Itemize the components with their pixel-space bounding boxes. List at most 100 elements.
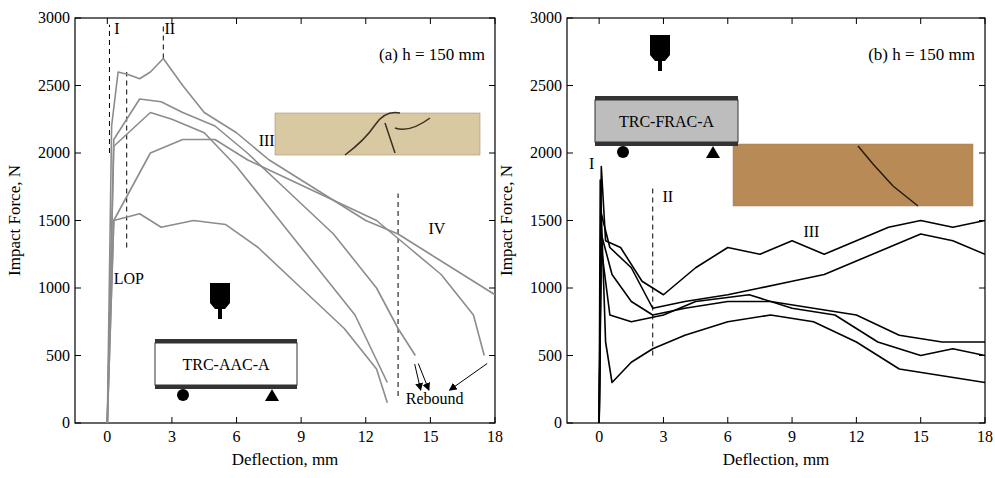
y-tick [567,220,573,221]
x-axis-title: Deflection, mm [723,450,830,469]
plot-frame [567,18,985,423]
y-tick-right [979,423,985,424]
plot-data [599,167,985,424]
x-tick [171,417,172,423]
y-tick-label: 2500 [38,77,70,94]
y-tick-label: 1000 [530,279,562,296]
force-curve [107,99,415,423]
x-tick-label: 9 [788,428,796,445]
x-tick [727,417,728,423]
y-tick [75,423,81,424]
y-tick [75,18,81,19]
force-curve [599,180,985,423]
x-tick [985,417,986,423]
y-tick-label: 2000 [38,144,70,161]
x-tick [430,417,431,423]
y-tick [567,288,573,289]
force-curve [599,167,985,424]
figure: 0 3 6 9 12 15 18 0 500 1000 1500 2000 2500 3000 Deflec… [0,0,995,478]
y-tick-right [489,220,495,221]
x-tick-label: 0 [103,428,111,445]
y-tick-right [489,85,495,86]
x-tick-top [430,18,431,24]
support-roller [706,146,720,158]
beam-bottom [155,385,297,389]
x-tick-top [365,18,366,24]
y-tick-label: 3000 [38,9,70,26]
force-curve [599,234,985,423]
plot-data [107,25,495,423]
y-tick-label: 500 [538,347,562,364]
x-tick-label: 12 [848,428,864,445]
annotation: IV [428,220,445,237]
x-tick-top [985,18,986,24]
specimen-label: TRC-AAC-A [182,356,270,373]
y-tick-right [979,85,985,86]
x-tick [236,417,237,423]
y-tick [567,85,573,86]
x-tick-top [107,18,108,24]
y-tick [567,153,573,154]
y-tick [567,423,573,424]
y-tick [75,153,81,154]
x-tick-top [792,18,793,24]
beam-top [155,339,297,343]
y-tick-label: 1000 [38,279,70,296]
rebound-arrow [450,364,488,391]
beam [595,100,738,142]
beam [155,343,297,385]
impactor [650,35,670,71]
x-axis-title: Deflection, mm [232,450,339,469]
y-tick-right [489,355,495,356]
y-tick-label: 3000 [530,9,562,26]
y-tick-right [489,423,495,424]
reference-line [126,72,127,248]
x-tick-label: 0 [595,428,603,445]
y-tick-right [489,18,495,19]
x-tick-top [301,18,302,24]
x-tick [920,417,921,423]
y-tick-label: 2500 [530,77,562,94]
annotation: III [259,132,275,149]
reference-line [652,187,653,356]
annotation: I [114,20,119,37]
y-tick-label: 0 [554,414,562,431]
x-tick-label: 6 [724,428,732,445]
support-pin [617,146,629,158]
y-tick-label: 1500 [530,212,562,229]
panel-title: (a) h = 150 mm [379,45,485,64]
annotation: III [803,223,819,240]
reference-line [109,25,110,153]
annotation: I [589,155,594,172]
x-tick-label: 9 [297,428,305,445]
panel-title: (b) h = 150 mm [868,45,975,64]
x-tick [663,417,664,423]
x-tick-top [856,18,857,24]
x-tick [495,417,496,423]
x-tick [365,417,366,423]
x-tick-top [663,18,664,24]
specimen-photo [275,113,480,155]
x-tick [301,417,302,423]
x-tick [856,417,857,423]
x-tick-top [920,18,921,24]
x-tick-label: 18 [487,428,503,445]
x-tick [792,417,793,423]
x-tick-label: 12 [358,428,374,445]
support-pin [177,389,189,401]
support-roller [265,389,279,401]
x-tick-top [727,18,728,24]
annotation: II [662,188,673,205]
y-tick-right [979,18,985,19]
x-tick-label: 15 [422,428,438,445]
y-tick-right [979,153,985,154]
y-axis-title: Impact Force, N [5,165,24,276]
annotation: II [164,20,175,37]
y-tick [567,18,573,19]
force-curve [107,140,484,424]
x-tick-label: 3 [659,428,667,445]
y-tick-label: 500 [46,347,70,364]
y-tick-label: 1500 [38,212,70,229]
rebound-arrow [415,364,421,390]
y-tick [75,355,81,356]
